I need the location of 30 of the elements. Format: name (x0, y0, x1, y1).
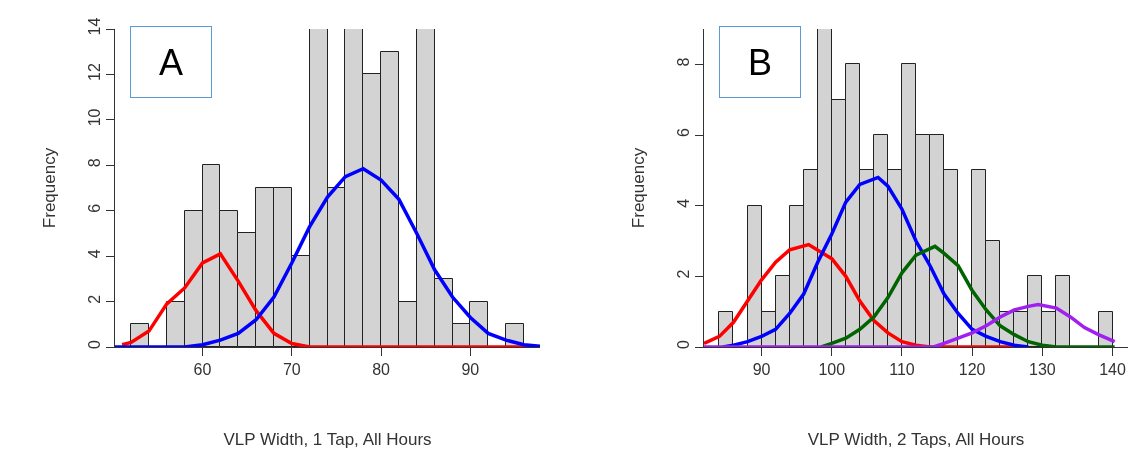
y-tick-label: 2 (85, 294, 103, 304)
y-tick-label: 12 (85, 63, 103, 81)
y-tick-label: 14 (85, 17, 103, 36)
x-tick-label: 140 (1099, 361, 1127, 379)
annotation: B (747, 41, 773, 83)
x-tick-label: 90 (461, 361, 480, 379)
y-tick-label: 6 (674, 128, 692, 138)
y-tick-label: 0 (674, 340, 692, 350)
y-tick-label: 8 (85, 158, 103, 168)
y-axis-title: Frequency (40, 147, 60, 229)
x-axis-title: VLP Width, 2 Taps, All Hours (807, 429, 1025, 449)
x-tick-label: 70 (282, 361, 301, 379)
x-tick-label: 80 (372, 361, 391, 379)
y-tick-label: 6 (85, 203, 103, 213)
x-tick-label: 90 (752, 361, 771, 379)
y-tick-label: 8 (674, 57, 692, 67)
line-series (704, 302, 1117, 347)
x-tick-label: 60 (193, 361, 212, 379)
annotation: A (158, 41, 184, 83)
x-tick-label: 100 (818, 361, 846, 379)
x-axis-title: VLP Width, 1 Tap, All Hours (223, 429, 432, 449)
x-tick-label: 110 (889, 361, 915, 379)
y-axis-title: Frequency (629, 147, 649, 229)
y-tick-label: 2 (674, 269, 692, 279)
y-tick-label: 4 (674, 198, 692, 208)
y-tick-label: 0 (85, 340, 103, 350)
x-tick-label: 120 (958, 361, 986, 379)
y-tick-label: 10 (85, 108, 103, 127)
y-tick-label: 4 (85, 249, 103, 259)
x-tick-label: 130 (1029, 361, 1056, 379)
